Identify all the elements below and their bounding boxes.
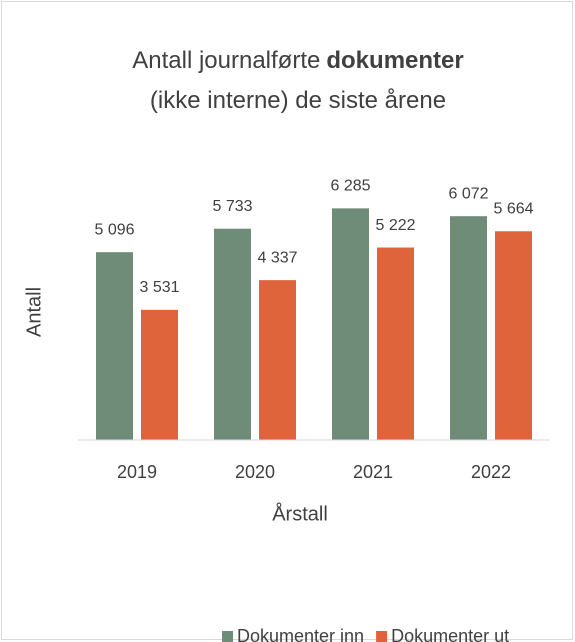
legend-label: Dokumenter ut (391, 626, 509, 642)
bar (259, 280, 296, 440)
x-tick-label: 2020 (235, 462, 275, 482)
data-label: 6 072 (448, 185, 488, 202)
legend-label: Dokumenter inn (237, 626, 364, 642)
data-label: 5 733 (212, 198, 252, 215)
x-tick-label: 2019 (117, 462, 157, 482)
legend-swatch (222, 631, 233, 642)
bar (450, 216, 487, 440)
bar (332, 208, 369, 440)
title-run: (ikke interne) de siste årene (150, 87, 446, 114)
bar (495, 231, 532, 440)
legend-swatch (376, 631, 388, 642)
data-label: 5 222 (375, 217, 415, 234)
data-label: 5 664 (493, 200, 533, 217)
y-axis-label: Antall (23, 287, 45, 337)
chart-title: (ikke interne) de siste årene (150, 87, 446, 114)
data-label: 6 285 (330, 178, 370, 195)
bar (141, 309, 178, 440)
x-tick-label: 2021 (353, 462, 393, 482)
bar (96, 252, 133, 440)
x-tick-label: 2022 (471, 462, 511, 482)
data-label: 3 531 (139, 279, 179, 296)
data-label: 5 096 (94, 221, 134, 238)
title-run: dokumenter (326, 47, 463, 74)
x-axis-label: Årstall (272, 502, 328, 525)
title-run: Antall journalførte (132, 47, 320, 74)
bar (377, 247, 414, 440)
data-label: 4 337 (257, 249, 297, 266)
chart-title: Antall journalførte dokumenter (132, 47, 463, 74)
bar (214, 228, 251, 440)
